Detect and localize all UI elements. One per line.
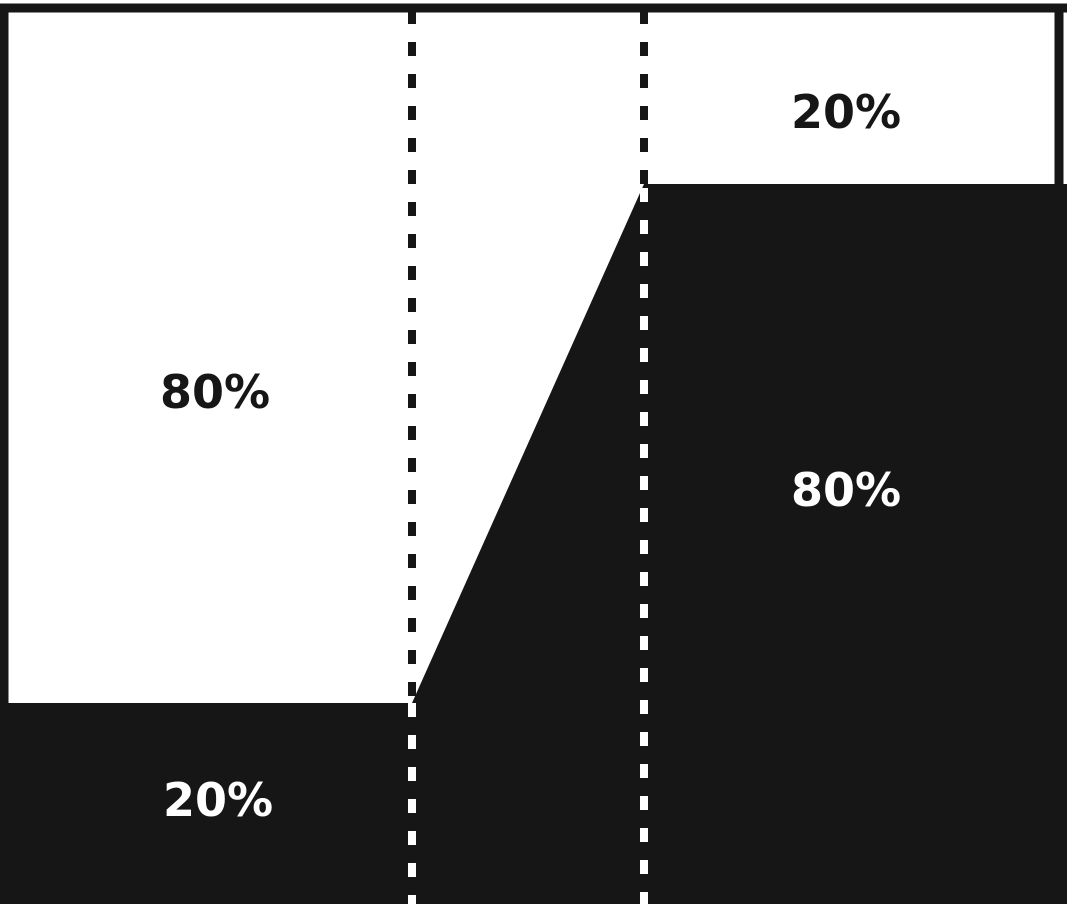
left-bottom-label: 20%	[163, 773, 273, 827]
right-bottom-label: 80%	[791, 463, 901, 517]
dark-region	[0, 184, 1067, 904]
right-top-label: 20%	[791, 85, 901, 139]
left-top-label: 80%	[160, 365, 270, 419]
